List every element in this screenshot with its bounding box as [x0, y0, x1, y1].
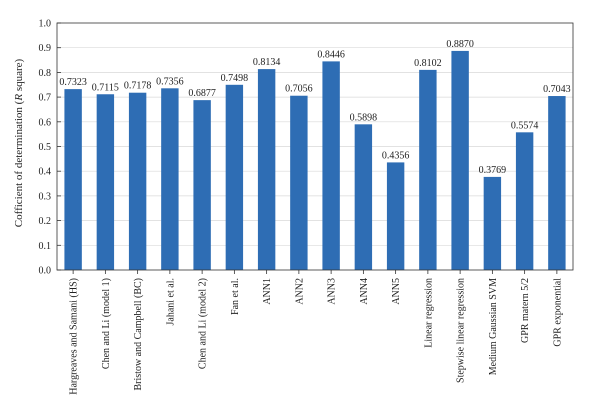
data-label-14: 0.3769	[479, 165, 507, 176]
data-label-16: 0.7043	[543, 84, 571, 95]
category-label-1: Hargreaves and Samani (HS)	[69, 278, 80, 395]
bar-1	[64, 89, 82, 270]
y-tick-label-4: 0.4	[39, 167, 52, 178]
bar-2	[96, 94, 115, 271]
y-axis-ticks: 0.0 0.1 0.2 0.3 0.4 0.5 0.6 0.7 0.8 0.9 1.0	[39, 19, 61, 277]
bar-5	[193, 100, 211, 271]
y-tick-label-6: 0.6	[39, 117, 52, 128]
y-tick-label-0: 0.0	[39, 266, 52, 277]
category-label-14: Medium Gaussian SVM	[488, 278, 499, 375]
y-tick-label-10: 1.0	[39, 19, 52, 30]
category-label-2: Chen and Li (model 1)	[101, 278, 112, 369]
bar-4	[161, 88, 179, 271]
data-label-8: 0.7056	[285, 84, 313, 95]
category-label-16: GPR exponential	[552, 278, 563, 347]
bar-13	[451, 50, 469, 271]
bar-9	[322, 61, 340, 270]
y-tick-label-9: 0.9	[39, 43, 52, 54]
bar-3	[128, 92, 147, 270]
bar-12	[419, 69, 437, 270]
data-label-4: 0.7356	[156, 76, 184, 87]
data-label-12: 0.8102	[414, 58, 442, 69]
category-label-7: ANN1	[262, 278, 273, 305]
bar-6	[225, 84, 244, 270]
category-label-15: GPR matern 5/2	[520, 278, 531, 343]
category-label-3: Bristow and Campbell (BC)	[133, 278, 144, 391]
y-tick-label-7: 0.7	[39, 93, 52, 104]
category-label-6: Fan et al.	[230, 278, 241, 315]
y-tick-label-2: 0.2	[39, 216, 52, 227]
y-tick-label-1: 0.1	[39, 241, 52, 252]
category-label-5: Chen and Li (model 2)	[198, 278, 209, 369]
y-axis-label-part-1: Cofficient of determination (	[13, 100, 25, 227]
y-tick-label-5: 0.5	[39, 142, 52, 153]
data-label-9: 0.8446	[317, 49, 345, 60]
y-tick-label-8: 0.8	[39, 68, 52, 79]
category-label-10: ANN4	[359, 278, 370, 305]
y-axis-label-part-3: square)	[13, 58, 25, 93]
bar-7	[257, 69, 276, 270]
data-label-1: 0.7323	[59, 77, 87, 88]
bars	[64, 50, 566, 271]
category-label-12: Linear regression	[423, 278, 434, 348]
data-label-11: 0.4356	[382, 150, 410, 161]
data-label-5: 0.6877	[188, 88, 216, 99]
bar-14	[483, 176, 502, 270]
y-axis-label: Cofficient of determination (R square)	[13, 58, 25, 227]
category-label-4: Jahani et al.	[165, 278, 176, 325]
x-axis-ticks: Hargreaves and Samani (HS) Chen and Li (m…	[69, 270, 563, 395]
category-label-8: ANN2	[294, 278, 305, 305]
data-label-7: 0.8134	[253, 57, 281, 68]
category-label-11: ANN5	[391, 278, 402, 305]
bar-10	[354, 124, 373, 270]
data-label-10: 0.5898	[350, 112, 378, 123]
y-axis-label-part-2: R	[13, 94, 25, 102]
data-labels: 0.7323 0.7115 0.7178 0.7356 0.6877 0.7498 0.81…	[59, 39, 570, 176]
bar-15	[515, 132, 534, 270]
data-label-2: 0.7115	[92, 82, 119, 93]
y-tick-label-3: 0.3	[39, 191, 52, 202]
bar-16	[548, 96, 566, 270]
bar-8	[290, 95, 308, 270]
bar-11	[386, 162, 405, 270]
data-label-13: 0.8870	[446, 39, 474, 50]
data-label-15: 0.5574	[511, 120, 539, 131]
data-label-6: 0.7498	[221, 73, 249, 84]
category-label-9: ANN3	[327, 278, 338, 305]
data-label-3: 0.7178	[124, 81, 152, 92]
category-label-13: Stepwise linear regression	[456, 278, 467, 383]
